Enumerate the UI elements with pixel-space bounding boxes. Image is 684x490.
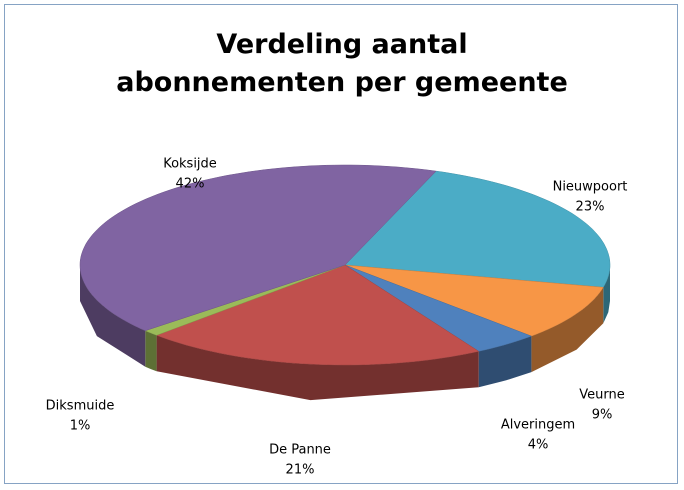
pie-side bbox=[156, 335, 479, 401]
data-label-name: Alveringem bbox=[501, 418, 575, 433]
data-label-name: Nieuwpoort bbox=[553, 180, 628, 195]
data-label-value: 9% bbox=[592, 408, 613, 423]
data-label-value: 1% bbox=[70, 419, 91, 434]
pie-slice bbox=[155, 264, 480, 366]
pie-slice bbox=[344, 264, 604, 337]
data-label-name: Koksijde bbox=[163, 157, 217, 172]
pie-side bbox=[531, 287, 604, 373]
pie-side bbox=[145, 330, 157, 372]
data-label-value: 21% bbox=[286, 463, 315, 478]
pie-slice bbox=[79, 164, 437, 331]
chart-border bbox=[4, 4, 678, 484]
data-label-name: Veurne bbox=[579, 388, 624, 403]
data-label-value: 4% bbox=[528, 438, 549, 453]
pie-side bbox=[603, 265, 610, 324]
pie-side bbox=[80, 265, 146, 367]
data-label-value: 23% bbox=[576, 200, 605, 215]
pie-side bbox=[478, 336, 532, 388]
pie-slice bbox=[344, 264, 533, 352]
pie-slice bbox=[344, 170, 611, 288]
data-label-name: Diksmuide bbox=[46, 399, 115, 414]
chart-title: Verdeling aantal abonnementen per gemeen… bbox=[116, 29, 568, 98]
data-label-name: De Panne bbox=[269, 443, 331, 458]
data-label-value: 42% bbox=[176, 177, 205, 192]
